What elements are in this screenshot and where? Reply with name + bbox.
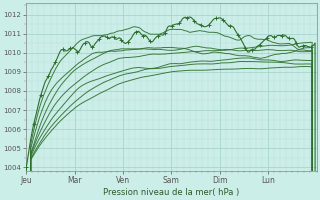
X-axis label: Pression niveau de la mer( hPa ): Pression niveau de la mer( hPa ) (103, 188, 240, 197)
